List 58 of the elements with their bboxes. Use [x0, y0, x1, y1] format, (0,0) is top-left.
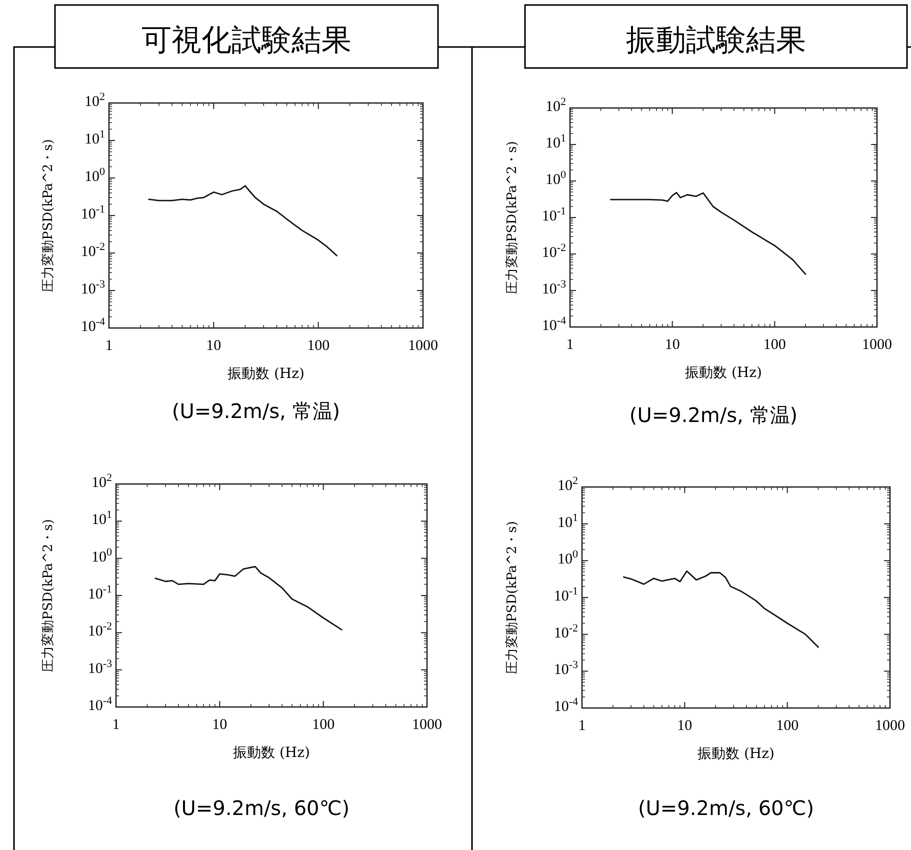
y-tick-label: 10$^{1}$	[84, 128, 105, 148]
text: (U=9.2m/s, 60℃)	[638, 796, 814, 820]
y-tick-label: 10$^{0}$	[558, 548, 578, 568]
y-tick-label: 10$^{-3}$	[554, 659, 578, 678]
x-axis-title: 振動数 (Hz)	[698, 746, 774, 762]
y-tick-label: 10$^{2}$	[92, 472, 112, 491]
y-tick-label: 10$^{-3}$	[80, 278, 106, 298]
y-tick-label: 10$^{-2}$	[542, 242, 566, 261]
x-tick-label: 10	[206, 338, 222, 354]
y-tick-label: 10$^{2}$	[558, 475, 578, 494]
y-tick-label: 10$^{-4}$	[542, 315, 566, 334]
y-tick-label: 10$^{1}$	[92, 509, 112, 528]
x-tick-label: 100	[763, 337, 786, 353]
x-tick-label: 1000	[875, 718, 905, 734]
x-tick-label: 1	[578, 718, 586, 734]
y-axis-title: 圧力変動PSD(kPa^2・s)	[504, 141, 520, 294]
y-tick-label: 10$^{-1}$	[554, 586, 578, 604]
x-tick-label: 1000	[412, 717, 442, 733]
x-tick-label: 1	[566, 337, 574, 353]
y-axis-title: 圧力変動PSD(kPa^2・s)	[504, 521, 520, 674]
y-tick-label: 10$^{-2}$	[80, 241, 105, 260]
x-tick-label: 1	[105, 338, 113, 354]
y-tick-label: 10$^{-4}$	[80, 316, 106, 335]
y-tick-label: 10$^{-1}$	[80, 204, 105, 222]
y-tick-label: 10$^{-1}$	[88, 584, 112, 602]
chart-title: 振動試験結果	[626, 23, 806, 58]
text: (U=9.2m/s, 常温)	[172, 399, 340, 423]
y-tick-label: 10$^{-2}$	[88, 620, 112, 640]
y-tick-label: 10$^{1}$	[558, 512, 578, 531]
x-tick-label: 100	[776, 718, 799, 734]
y-tick-label: 10$^{-1}$	[542, 206, 566, 224]
text: (U=9.2m/s, 常温)	[629, 403, 798, 427]
y-tick-label: 10$^{0}$	[546, 169, 566, 188]
x-tick-label: 1000	[862, 337, 892, 353]
y-tick-label: 10$^{-3}$	[542, 278, 566, 298]
x-tick-label: 1000	[408, 338, 438, 354]
y-tick-label: 10$^{2}$	[546, 96, 566, 115]
y-tick-label: 10$^{-3}$	[88, 658, 112, 677]
y-tick-label: 10$^{1}$	[546, 132, 566, 152]
x-tick-label: 1	[112, 717, 120, 733]
x-tick-label: 10	[212, 717, 228, 733]
text: (U=9.2m/s, 60℃)	[173, 796, 350, 820]
y-axis-title: 圧力変動PSD(kPa^2・s)	[40, 139, 56, 292]
y-tick-label: 10$^{2}$	[84, 91, 105, 110]
x-tick-label: 100	[307, 338, 330, 354]
y-axis-title: 圧力変動PSD(kPa^2・s)	[40, 519, 56, 672]
y-tick-label: 10$^{-4}$	[88, 695, 112, 714]
x-axis-title: 振動数 (Hz)	[685, 365, 762, 381]
y-tick-label: 10$^{-4}$	[554, 696, 578, 715]
y-tick-label: 10$^{0}$	[84, 166, 106, 185]
chart-title: 可視化試験結果	[142, 23, 352, 58]
x-axis-title: 振動数 (Hz)	[228, 366, 304, 382]
x-tick-label: 10	[664, 337, 680, 353]
y-tick-label: 10$^{0}$	[92, 546, 112, 566]
x-tick-label: 10	[677, 718, 692, 734]
y-tick-label: 10$^{-2}$	[554, 622, 578, 642]
x-tick-label: 100	[312, 717, 335, 733]
x-axis-title: 振動数 (Hz)	[233, 745, 310, 761]
